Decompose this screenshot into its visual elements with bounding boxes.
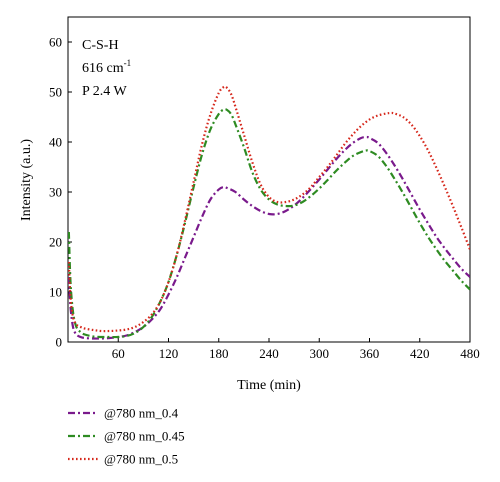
legend-label: @780 nm_0.4 bbox=[104, 406, 179, 421]
annotation-power: P 2.4 W bbox=[82, 84, 128, 99]
x-tick-label: 240 bbox=[259, 346, 279, 361]
x-axis-title: Time (min) bbox=[237, 378, 301, 393]
y-axis-title: Intensity (a.u.) bbox=[19, 139, 34, 221]
y-tick-label: 0 bbox=[56, 335, 63, 350]
legend-label: @780 nm_0.45 bbox=[104, 429, 185, 444]
annotation-wavenumber-sup: -1 bbox=[124, 58, 132, 68]
x-tick-label: 420 bbox=[410, 346, 430, 361]
legend-entry-3: @780 nm_0.5 bbox=[68, 452, 178, 467]
annotation-wavenumber-value: 616 cm bbox=[82, 61, 124, 76]
series-line-1 bbox=[68, 135, 470, 340]
annotation-block: C-S-H 616 cm-1 P 2.4 W bbox=[82, 38, 131, 99]
annotation-material: C-S-H bbox=[82, 38, 119, 53]
legend-label: @780 nm_0.5 bbox=[104, 452, 178, 467]
legend-entry-1: @780 nm_0.4 bbox=[68, 406, 179, 421]
x-tick-label: 480 bbox=[460, 346, 480, 361]
x-tick-label: 60 bbox=[112, 346, 125, 361]
legend: @780 nm_0.4 @780 nm_0.45 @780 nm_0.5 bbox=[68, 406, 185, 467]
y-tick-label: 40 bbox=[49, 135, 62, 150]
y-tick-label: 10 bbox=[49, 285, 62, 300]
series-layer bbox=[68, 85, 470, 340]
y-tick-label: 60 bbox=[49, 35, 62, 50]
x-tick-label: 360 bbox=[360, 346, 380, 361]
x-tick-label: 300 bbox=[310, 346, 330, 361]
y-axis: 0 10 20 30 40 50 60 bbox=[49, 35, 72, 350]
y-tick-label: 20 bbox=[49, 235, 62, 250]
legend-entry-2: @780 nm_0.45 bbox=[68, 429, 185, 444]
series-line-3 bbox=[68, 85, 470, 333]
x-tick-label: 120 bbox=[159, 346, 179, 361]
y-tick-label: 30 bbox=[49, 185, 62, 200]
annotation-wavenumber: 616 cm-1 bbox=[82, 58, 131, 76]
series-line-2 bbox=[68, 108, 470, 339]
x-axis: 60 120 180 240 300 360 420 480 bbox=[112, 338, 480, 361]
y-tick-label: 50 bbox=[49, 85, 62, 100]
x-tick-label: 180 bbox=[209, 346, 229, 361]
